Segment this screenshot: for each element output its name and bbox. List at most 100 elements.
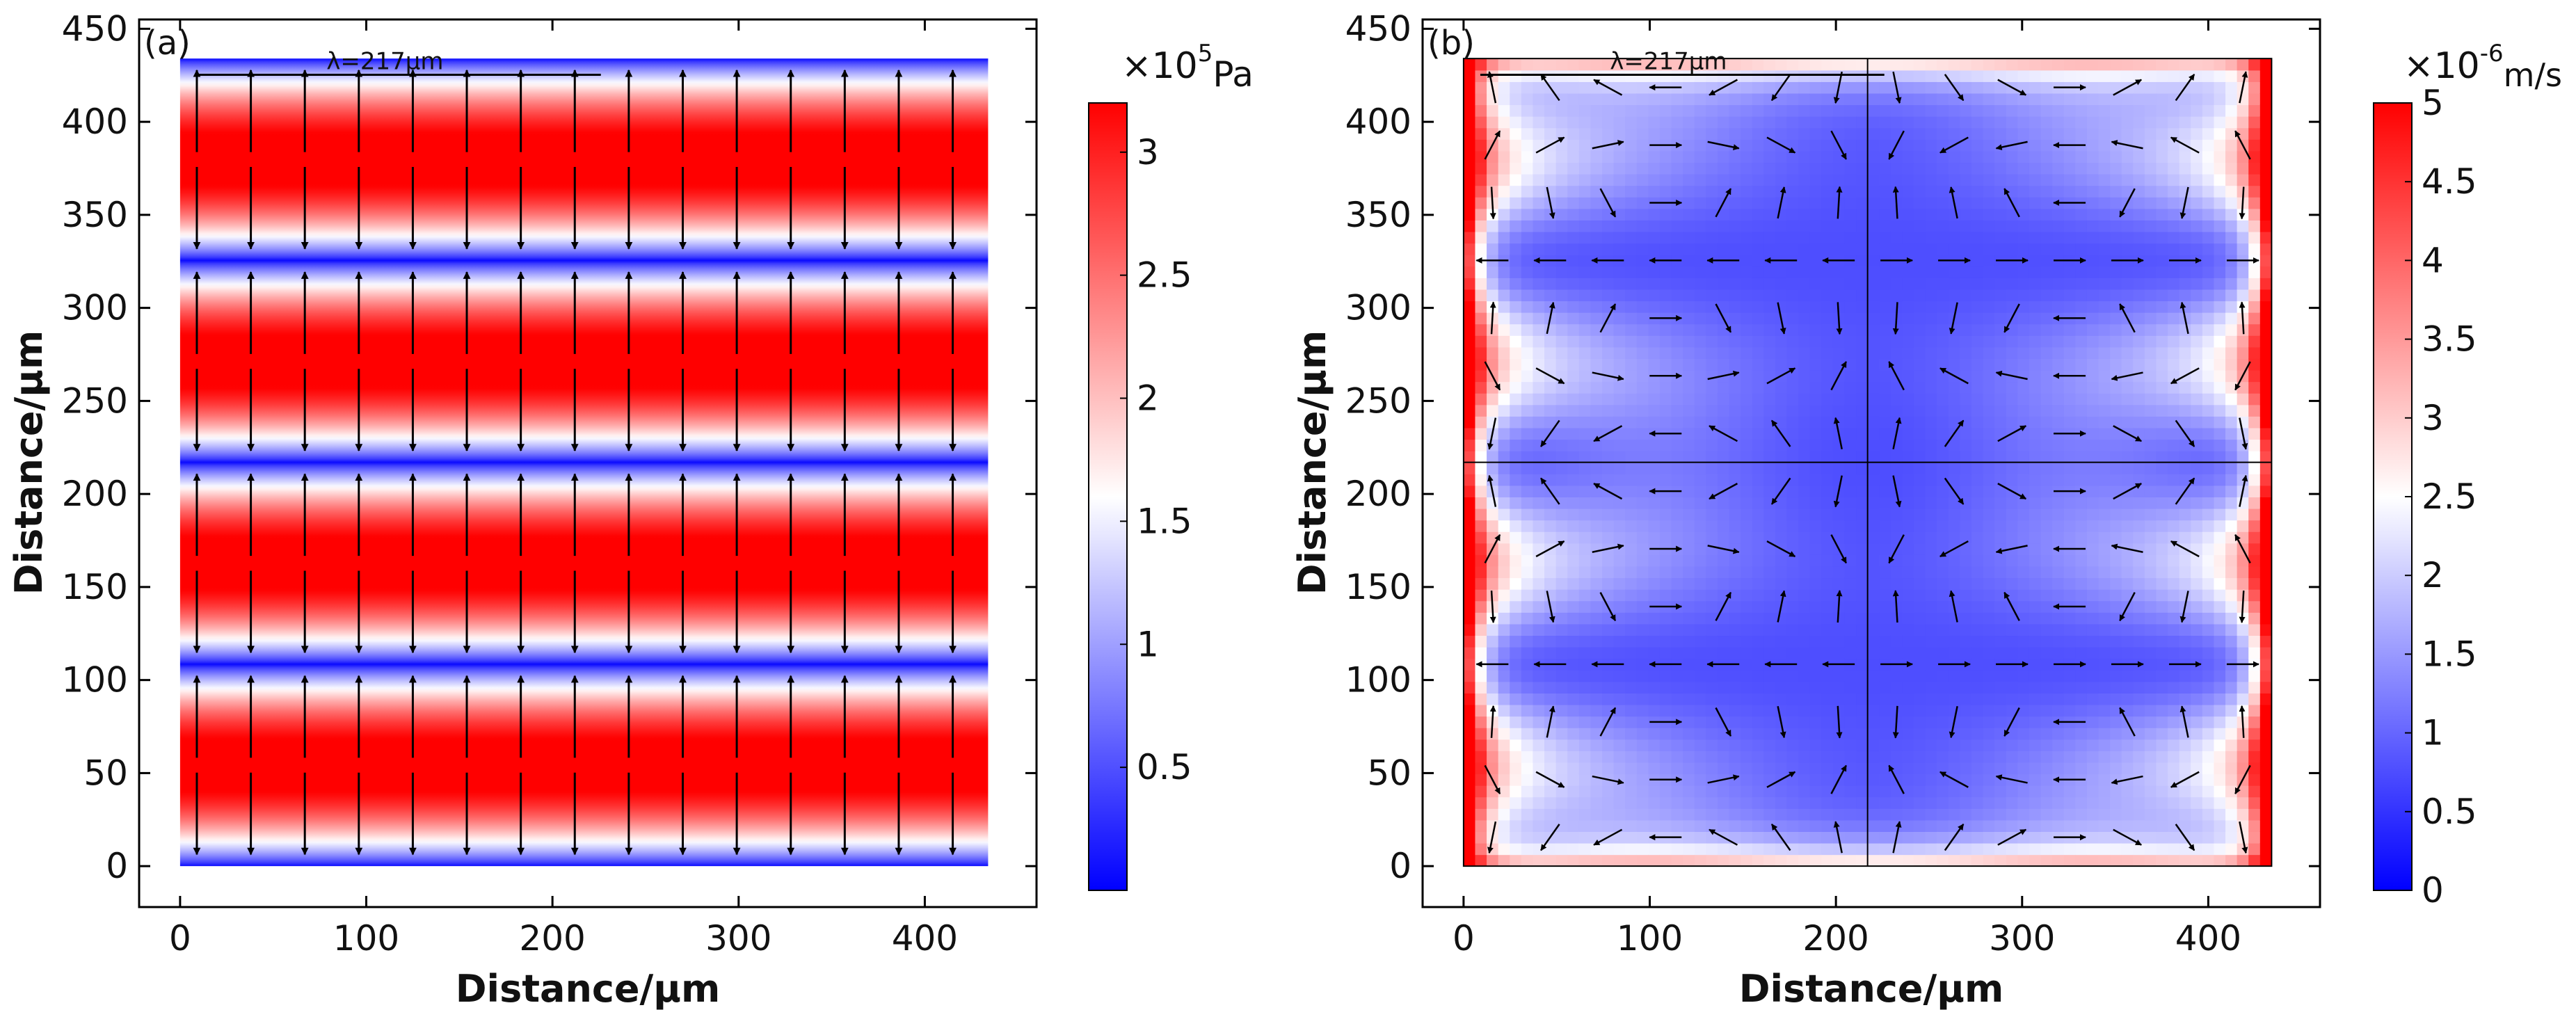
velocity-cell (2098, 762, 2111, 775)
velocity-cell (1856, 323, 1869, 336)
velocity-cell (1867, 197, 1880, 209)
velocity-cell (1521, 451, 1534, 463)
velocity-cell (1578, 174, 1592, 186)
velocity-cell (1521, 854, 1534, 867)
velocity-cell (2040, 543, 2053, 555)
velocity-cell (1694, 658, 1706, 671)
velocity-cell (1867, 554, 1880, 567)
velocity-cell (1809, 266, 1822, 278)
velocity-cell (1510, 93, 1522, 106)
velocity-cell (1798, 704, 1811, 717)
velocity-cell (1809, 335, 1822, 348)
velocity-cell (1613, 323, 1626, 336)
velocity-cell (2017, 773, 2030, 786)
velocity-cell (2156, 174, 2168, 186)
velocity-cell (2121, 220, 2134, 232)
velocity-cell (2214, 543, 2226, 555)
velocity-cell (1844, 623, 1857, 636)
velocity-cell (1994, 162, 2007, 175)
velocity-cell (1555, 393, 1568, 406)
velocity-cell (2144, 474, 2157, 486)
velocity-cell (1867, 647, 1880, 659)
velocity-cell (1867, 393, 1880, 406)
velocity-cell (1659, 531, 1672, 544)
velocity-cell (2075, 393, 2088, 406)
velocity-cell (2225, 554, 2238, 567)
velocity-cell (2075, 751, 2088, 763)
velocity-cell (1567, 404, 1580, 417)
velocity-cell (1613, 346, 1626, 359)
velocity-cell (1741, 681, 1753, 694)
velocity-cell (1648, 635, 1661, 648)
velocity-cell (1590, 197, 1603, 209)
velocity-cell (2098, 358, 2111, 371)
velocity-cell (2063, 819, 2076, 832)
velocity-cell (1809, 508, 1822, 521)
velocity-cell (1914, 658, 1926, 671)
velocity-cell (1994, 58, 2007, 71)
velocity-cell (1683, 762, 1695, 775)
velocity-cell (1533, 785, 1545, 798)
velocity-cell (1798, 589, 1811, 602)
velocity-cell (1832, 220, 1846, 232)
velocity-cell (2144, 485, 2157, 498)
velocity-cell (1648, 300, 1661, 313)
velocity-cell (1994, 116, 2007, 129)
velocity-cell (1636, 162, 1649, 175)
panel-a-colorbar-bar (1088, 102, 1128, 891)
velocity-cell (1533, 497, 1545, 509)
velocity-cell (1902, 139, 1914, 152)
velocity-cell (1763, 831, 1776, 844)
velocity-cell (1925, 623, 1937, 636)
velocity-cell (1694, 635, 1706, 648)
velocity-cell (1948, 751, 1960, 763)
velocity-cell (1844, 704, 1857, 717)
velocity-cell (1613, 819, 1626, 832)
velocity-cell (2006, 335, 2018, 348)
velocity-cell (1683, 485, 1695, 498)
velocity-cell (2202, 658, 2215, 671)
velocity-cell (1948, 796, 1960, 809)
velocity-cell (2248, 831, 2261, 844)
velocity-cell (2237, 693, 2249, 705)
velocity-cell (1533, 404, 1545, 417)
velocity-cell (1533, 485, 1545, 498)
velocity-cell (1706, 381, 1718, 394)
velocity-cell (2110, 58, 2122, 71)
velocity-cell (2179, 508, 2191, 521)
velocity-cell (2110, 577, 2122, 590)
velocity-cell (1498, 81, 1510, 94)
velocity-cell (1914, 531, 1926, 544)
velocity-cell (1487, 635, 1499, 648)
velocity-cell (2156, 589, 2168, 602)
velocity-cell (2156, 208, 2168, 221)
velocity-cell (2052, 150, 2065, 163)
velocity-cell (2225, 427, 2238, 440)
velocity-cell (1671, 150, 1683, 163)
velocity-cell (1544, 381, 1557, 394)
velocity-cell (1463, 751, 1476, 763)
velocity-cell (1856, 728, 1869, 740)
velocity-cell (1741, 751, 1753, 763)
velocity-cell (1625, 278, 1638, 290)
velocity-cell (1590, 231, 1603, 244)
velocity-cell (1890, 497, 1903, 509)
velocity-cell (2179, 70, 2191, 82)
velocity-cell (2063, 520, 2076, 532)
velocity-cell (2075, 854, 2088, 867)
velocity-cell (1867, 854, 1880, 867)
velocity-cell (1786, 785, 1799, 798)
velocity-cell (1844, 773, 1857, 786)
velocity-cell (1463, 197, 1476, 209)
velocity-cell (1521, 289, 1534, 302)
velocity-cell (1798, 266, 1811, 278)
velocity-cell (2225, 474, 2238, 486)
velocity-cell (1786, 589, 1799, 602)
velocity-cell (2144, 70, 2157, 82)
velocity-cell (1613, 831, 1626, 844)
velocity-cell (1821, 589, 1834, 602)
velocity-cell (1821, 312, 1834, 325)
velocity-cell (2029, 842, 2042, 856)
velocity-cell (1937, 462, 1949, 474)
velocity-cell (2086, 658, 2099, 671)
